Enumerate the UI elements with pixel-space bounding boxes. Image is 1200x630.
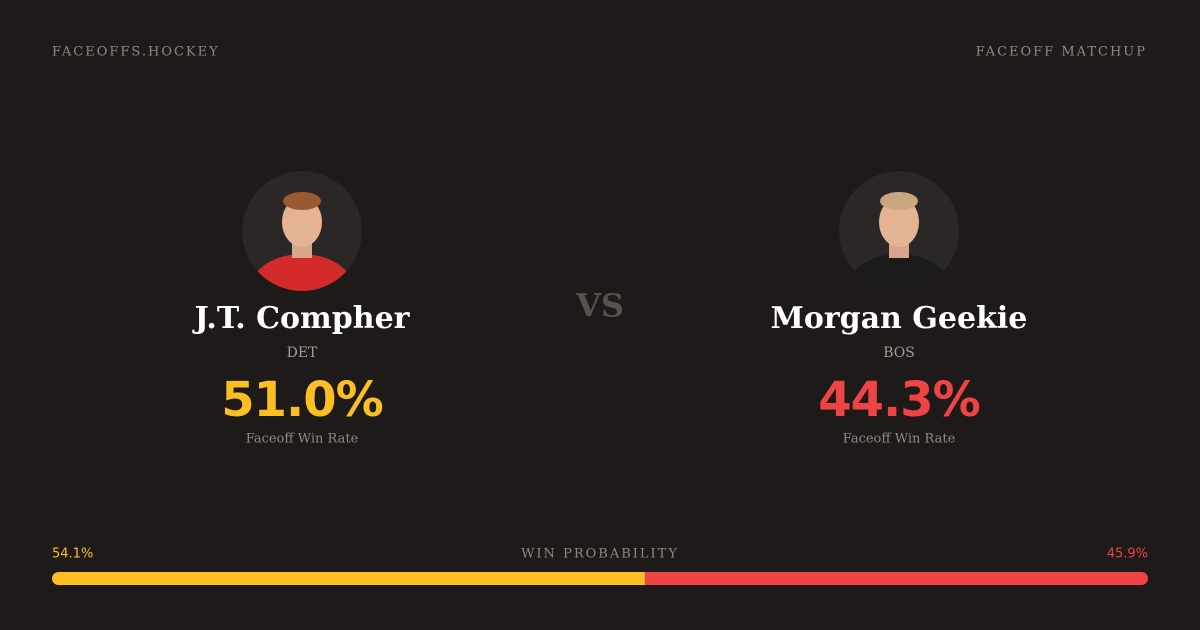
faceoff-rate: 44.3% (818, 372, 980, 428)
brand: FACEOFFS.HOCKEY (52, 45, 220, 60)
avatar (839, 171, 959, 291)
probability-segment (644, 572, 1148, 585)
avatar-body (250, 254, 354, 291)
player-team: BOS (883, 345, 915, 361)
player-name: Morgan Geekie (771, 301, 1028, 336)
rate-label: Faceoff Win Rate (246, 432, 359, 447)
avatar-head (282, 197, 322, 247)
win-probability-label: WIN PROBABILITY (521, 547, 679, 562)
player-card: Morgan Geekie BOS 44.3% Faceoff Win Rate (771, 171, 1028, 447)
avatar-hair (880, 192, 918, 210)
probability-value: 54.1% (52, 547, 93, 562)
player-team: DET (287, 345, 318, 361)
probability-value: 45.9% (1107, 547, 1148, 562)
player-card: J.T. Compher DET 51.0% Faceoff Win Rate (192, 171, 411, 447)
avatar (242, 171, 362, 291)
avatar-head (879, 197, 919, 247)
avatar-body (847, 254, 951, 291)
rate-label: Faceoff Win Rate (843, 432, 956, 447)
faceoff-rate: 51.0% (221, 372, 383, 428)
vs: VS (575, 287, 624, 325)
header-label: FACEOFF MATCHUP (976, 45, 1147, 60)
probability-bar: 54.1% 45.9% (52, 547, 1148, 585)
bar-segments (52, 572, 1148, 585)
player-name: J.T. Compher (192, 301, 411, 336)
probability-segment (52, 572, 645, 585)
avatar-hair (283, 192, 321, 210)
